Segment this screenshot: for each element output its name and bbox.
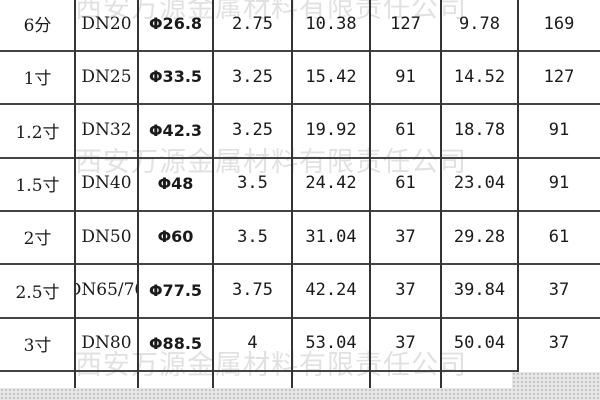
- row-divider: [0, 316, 600, 319]
- cell-weight-a: 10.38: [305, 13, 357, 34]
- cell-weight-a: 19.92: [305, 120, 357, 141]
- cell-size-inch: 1寸: [23, 69, 52, 90]
- cell-outer-diameter: Φ48: [157, 173, 194, 193]
- cell-count-b: 91: [548, 120, 570, 141]
- cell-wall-thickness: 3.25: [232, 66, 273, 87]
- cell-dn: DN50: [81, 226, 132, 247]
- cell-weight-b: 50.04: [453, 333, 506, 354]
- cell-weight-a: 24.42: [305, 173, 357, 194]
- cell-weight-a: 42.24: [305, 280, 357, 300]
- column-divider: [291, 0, 293, 389]
- watermark-text: 西安万源金属材料有限责任公司: [75, 0, 467, 24]
- watermark-text: 西安万源金属材料有限责任公司: [75, 147, 467, 178]
- cell-dn: DN40: [81, 173, 132, 194]
- row-divider: [0, 369, 518, 372]
- cell-size-inch: 1.2寸: [15, 122, 60, 143]
- cell-wall-thickness: 4: [247, 333, 258, 354]
- cell-weight-b: 9.78: [459, 13, 500, 34]
- table-row: 2寸 DN50 Φ60 3.5 31.04 37 29.28 61: [0, 210, 600, 263]
- cell-dn: DN32: [81, 120, 132, 141]
- cell-outer-diameter: Φ60: [157, 227, 194, 247]
- table-row: 1.2寸 DN32 Φ42.3 3.25 19.92 61 18.78 91: [0, 104, 600, 157]
- cell-outer-diameter: Φ88.5: [148, 333, 203, 353]
- cell-wall-thickness: 3.75: [232, 280, 273, 300]
- cell-size-inch: 1.5寸: [15, 175, 60, 196]
- cell-size-inch: 3寸: [23, 335, 52, 356]
- cell-count-a: 37: [395, 280, 416, 300]
- row-divider: [0, 103, 600, 106]
- page-bottom-edge: [0, 388, 600, 400]
- column-divider: [440, 0, 442, 389]
- page-bottom-edge: [512, 372, 600, 390]
- row-divider: [0, 209, 600, 212]
- cell-weight-a: 53.04: [305, 333, 357, 354]
- cell-dn: DN65/70: [75, 280, 138, 300]
- cell-count-b: 37: [548, 333, 570, 354]
- cell-weight-b: 23.04: [453, 173, 506, 194]
- cell-outer-diameter: Φ77.5: [148, 280, 203, 300]
- cell-count-b: 37: [548, 280, 570, 300]
- row-divider: [0, 263, 600, 266]
- cell-count-b: 127: [543, 66, 575, 87]
- cell-count-b: 169: [543, 13, 575, 34]
- cell-wall-thickness: 2.75: [232, 13, 273, 34]
- cell-count-a: 61: [395, 173, 416, 194]
- cell-outer-diameter: Φ26.8: [148, 14, 203, 33]
- column-divider: [517, 0, 519, 389]
- column-divider: [137, 0, 139, 389]
- table-row: 6分 DN20 Φ26.8 2.75 10.38 127 9.78 169: [0, 0, 600, 50]
- cell-count-a: 61: [395, 120, 416, 141]
- cell-size-inch: 2寸: [23, 229, 52, 250]
- cell-outer-diameter: Φ42.3: [148, 120, 203, 140]
- column-divider: [74, 0, 76, 389]
- cell-outer-diameter: Φ33.5: [148, 67, 203, 87]
- table-row: 1寸 DN25 Φ33.5 3.25 15.42 91 14.52 127: [0, 50, 600, 103]
- cell-size-inch: 2.5寸: [15, 282, 60, 303]
- cell-weight-b: 29.28: [453, 226, 506, 247]
- table-row: 2.5寸 DN65/70 Φ77.5 3.75 42.24 37 39.84 37: [0, 264, 600, 317]
- cell-count-a: 37: [395, 333, 416, 354]
- column-divider: [212, 0, 214, 389]
- row-divider: [0, 156, 600, 159]
- watermark-text: 西安万源金属材料有限责任公司: [75, 350, 467, 381]
- cell-size-inch: 6分: [23, 16, 52, 36]
- cell-count-b: 91: [548, 173, 570, 194]
- cell-dn: DN80: [81, 333, 132, 354]
- cell-weight-a: 31.04: [305, 226, 357, 247]
- cell-weight-b: 39.84: [453, 280, 506, 300]
- cell-count-a: 91: [395, 66, 416, 87]
- table-row: 3寸 DN80 Φ88.5 4 53.04 37 50.04 37: [0, 317, 600, 370]
- cell-wall-thickness: 3.25: [232, 120, 273, 141]
- cell-weight-b: 14.52: [453, 66, 506, 87]
- cell-dn: DN20: [81, 13, 132, 34]
- cell-dn: DN25: [81, 66, 132, 87]
- cell-weight-b: 18.78: [453, 120, 506, 141]
- cell-wall-thickness: 3.5: [237, 173, 268, 194]
- cell-wall-thickness: 3.5: [237, 226, 268, 247]
- cell-count-a: 37: [395, 226, 416, 247]
- row-divider: [0, 50, 600, 52]
- cell-weight-a: 15.42: [305, 66, 357, 87]
- cell-count-a: 127: [390, 13, 421, 34]
- cell-count-b: 61: [548, 226, 570, 247]
- column-divider: [369, 0, 371, 389]
- table-row: 1.5寸 DN40 Φ48 3.5 24.42 61 23.04 91: [0, 157, 600, 210]
